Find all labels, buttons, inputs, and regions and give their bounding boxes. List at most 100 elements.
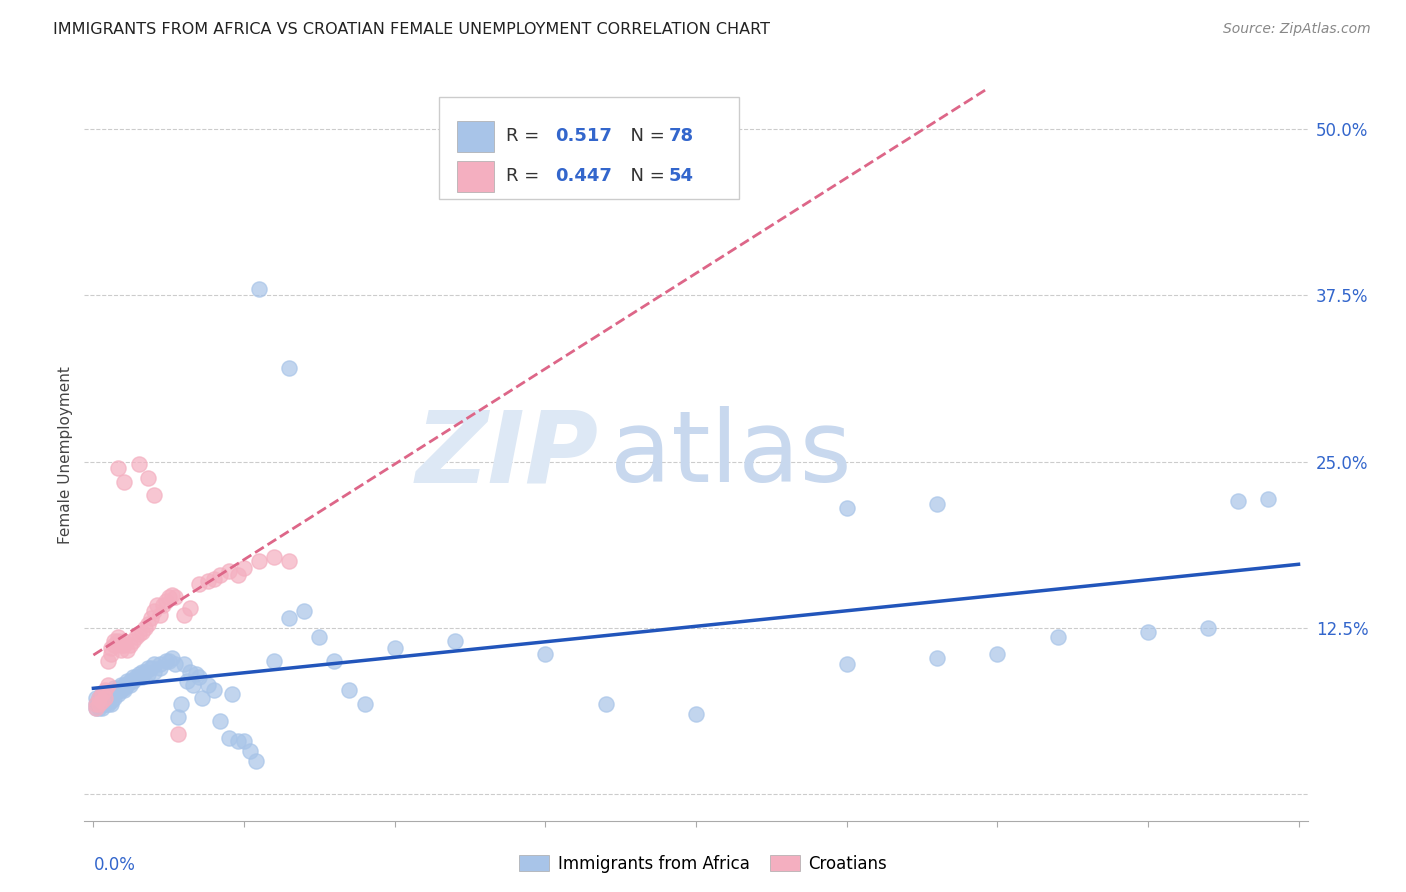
- Point: [142, 488, 165, 502]
- Point: [100, 640, 122, 655]
- Point: [191, 691, 214, 706]
- Point: [160, 651, 183, 665]
- Text: Source: ZipAtlas.com: Source: ZipAtlas.com: [1223, 22, 1371, 37]
- Point: [218, 564, 240, 578]
- Point: [142, 603, 165, 617]
- Point: [278, 361, 301, 376]
- Point: [384, 640, 406, 655]
- Point: [118, 678, 141, 692]
- Point: [142, 657, 165, 671]
- Point: [94, 694, 117, 708]
- Point: [91, 687, 114, 701]
- Point: [221, 687, 243, 701]
- Point: [97, 678, 120, 692]
- Point: [107, 461, 129, 475]
- Point: [245, 754, 267, 768]
- Point: [166, 710, 188, 724]
- Point: [128, 670, 150, 684]
- Point: [91, 694, 114, 708]
- Point: [94, 691, 117, 706]
- Point: [112, 681, 135, 695]
- Point: [107, 681, 129, 695]
- FancyBboxPatch shape: [439, 96, 738, 199]
- Point: [131, 670, 153, 684]
- Point: [112, 638, 135, 652]
- Point: [160, 588, 183, 602]
- Point: [247, 282, 270, 296]
- Point: [86, 700, 108, 714]
- Point: [100, 687, 122, 701]
- Point: [103, 691, 125, 706]
- Point: [115, 678, 138, 692]
- Point: [1197, 621, 1219, 635]
- Point: [986, 648, 1008, 662]
- Text: N =: N =: [619, 128, 671, 145]
- Point: [149, 661, 172, 675]
- Point: [124, 670, 146, 684]
- Point: [134, 621, 156, 635]
- Point: [97, 687, 120, 701]
- Point: [239, 744, 262, 758]
- Point: [339, 683, 361, 698]
- Point: [292, 603, 315, 617]
- Point: [110, 638, 132, 652]
- Text: R =: R =: [506, 128, 546, 145]
- Point: [121, 673, 143, 688]
- Point: [202, 683, 225, 698]
- Point: [121, 670, 143, 684]
- Point: [835, 657, 858, 671]
- Point: [91, 700, 114, 714]
- Point: [121, 634, 143, 648]
- Point: [97, 654, 120, 668]
- Point: [233, 734, 256, 748]
- Point: [166, 727, 188, 741]
- Point: [107, 630, 129, 644]
- Point: [218, 731, 240, 746]
- Point: [1257, 491, 1279, 506]
- Point: [263, 550, 285, 565]
- Point: [163, 657, 186, 671]
- Point: [89, 697, 111, 711]
- Text: 0.447: 0.447: [555, 167, 612, 186]
- Point: [97, 691, 120, 706]
- Point: [112, 683, 135, 698]
- Point: [685, 707, 707, 722]
- Point: [91, 694, 114, 708]
- Point: [112, 475, 135, 489]
- Point: [184, 667, 207, 681]
- Point: [278, 611, 301, 625]
- Point: [179, 600, 201, 615]
- Point: [1136, 624, 1159, 639]
- Point: [278, 554, 301, 568]
- Point: [110, 678, 132, 692]
- Point: [115, 673, 138, 688]
- Y-axis label: Female Unemployment: Female Unemployment: [58, 366, 73, 544]
- Point: [89, 691, 111, 706]
- Point: [181, 678, 204, 692]
- Point: [112, 678, 135, 692]
- Point: [197, 574, 219, 589]
- Point: [86, 691, 108, 706]
- Point: [179, 665, 201, 679]
- Point: [128, 627, 150, 641]
- Point: [233, 561, 256, 575]
- Legend: Immigrants from Africa, Croatians: Immigrants from Africa, Croatians: [513, 848, 893, 880]
- Point: [187, 577, 209, 591]
- Point: [139, 661, 162, 675]
- Point: [170, 697, 193, 711]
- FancyBboxPatch shape: [457, 161, 494, 192]
- Point: [157, 591, 180, 605]
- Point: [128, 667, 150, 681]
- Point: [91, 687, 114, 701]
- Point: [157, 654, 180, 668]
- Point: [925, 651, 948, 665]
- Point: [155, 654, 177, 668]
- Point: [107, 683, 129, 698]
- Text: ZIP: ZIP: [415, 407, 598, 503]
- Point: [247, 554, 270, 568]
- Point: [110, 643, 132, 657]
- Text: IMMIGRANTS FROM AFRICA VS CROATIAN FEMALE UNEMPLOYMENT CORRELATION CHART: IMMIGRANTS FROM AFRICA VS CROATIAN FEMAL…: [53, 22, 770, 37]
- Point: [187, 670, 209, 684]
- Point: [86, 697, 108, 711]
- Point: [100, 694, 122, 708]
